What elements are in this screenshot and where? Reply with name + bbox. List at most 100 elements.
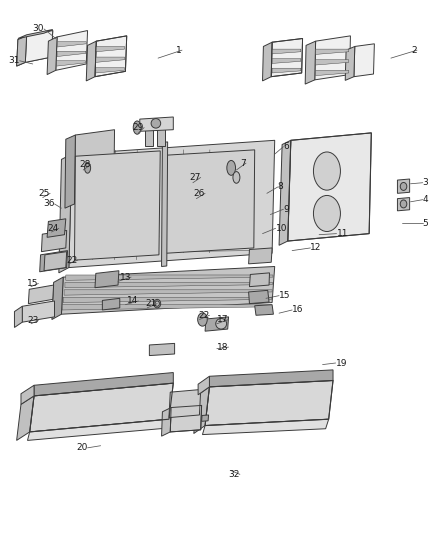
Ellipse shape (151, 118, 161, 128)
Polygon shape (30, 383, 173, 432)
Polygon shape (59, 154, 72, 273)
Polygon shape (166, 150, 254, 253)
Text: 8: 8 (278, 182, 283, 191)
Text: 10: 10 (276, 224, 287, 233)
Polygon shape (25, 30, 53, 62)
Ellipse shape (155, 301, 159, 306)
Polygon shape (95, 36, 127, 77)
Polygon shape (69, 140, 275, 268)
Text: 30: 30 (32, 25, 44, 34)
Text: 3: 3 (423, 178, 428, 187)
Polygon shape (288, 133, 371, 241)
Text: 17: 17 (217, 315, 229, 324)
Polygon shape (21, 385, 34, 405)
Polygon shape (14, 306, 22, 327)
Ellipse shape (314, 196, 340, 231)
Polygon shape (162, 408, 171, 436)
Text: 19: 19 (336, 359, 347, 367)
Polygon shape (140, 117, 173, 131)
Polygon shape (52, 277, 63, 319)
Polygon shape (209, 370, 333, 387)
Polygon shape (96, 57, 124, 62)
Polygon shape (95, 271, 119, 288)
Polygon shape (74, 130, 115, 204)
Polygon shape (56, 30, 88, 70)
Text: 12: 12 (311, 244, 322, 253)
Ellipse shape (216, 318, 226, 329)
Text: 29: 29 (133, 123, 144, 132)
Polygon shape (66, 275, 273, 280)
Text: 31: 31 (8, 56, 20, 65)
Polygon shape (272, 68, 301, 73)
Text: 15: 15 (279, 291, 290, 300)
Polygon shape (22, 301, 54, 322)
Polygon shape (74, 151, 160, 260)
Polygon shape (194, 387, 209, 433)
Polygon shape (18, 29, 53, 38)
Text: 22: 22 (66, 256, 78, 265)
Text: 20: 20 (76, 443, 88, 453)
Polygon shape (249, 290, 269, 304)
Text: 27: 27 (189, 173, 201, 182)
Bar (145, 127, 153, 146)
Ellipse shape (198, 313, 207, 326)
Polygon shape (61, 266, 275, 314)
Polygon shape (64, 290, 272, 295)
Polygon shape (57, 42, 86, 47)
Polygon shape (28, 419, 169, 440)
Polygon shape (86, 41, 96, 81)
Polygon shape (205, 381, 333, 425)
Text: 9: 9 (283, 205, 289, 214)
Text: 22: 22 (198, 311, 209, 320)
Text: 21: 21 (146, 299, 157, 308)
Polygon shape (96, 46, 124, 52)
Text: 5: 5 (423, 219, 428, 228)
Text: 1: 1 (176, 46, 182, 55)
Text: 15: 15 (27, 279, 39, 288)
Ellipse shape (400, 200, 407, 208)
Polygon shape (254, 305, 273, 316)
Polygon shape (17, 30, 53, 66)
Polygon shape (40, 251, 67, 272)
Polygon shape (316, 70, 349, 76)
Ellipse shape (227, 160, 236, 175)
Polygon shape (17, 36, 27, 66)
Text: 7: 7 (240, 159, 246, 167)
Bar (157, 127, 165, 146)
Polygon shape (65, 282, 272, 288)
Polygon shape (102, 298, 120, 310)
Polygon shape (65, 135, 75, 208)
Text: 13: 13 (120, 272, 131, 281)
Polygon shape (397, 198, 410, 211)
Polygon shape (315, 36, 350, 80)
Text: 26: 26 (194, 189, 205, 198)
Polygon shape (316, 49, 349, 54)
Text: 16: 16 (292, 305, 304, 314)
Polygon shape (169, 390, 201, 418)
Polygon shape (271, 38, 303, 77)
Text: 23: 23 (27, 316, 39, 325)
Text: 11: 11 (336, 229, 348, 238)
Polygon shape (47, 37, 57, 75)
Text: 36: 36 (43, 199, 54, 208)
Polygon shape (47, 219, 66, 237)
Polygon shape (262, 42, 272, 81)
Text: 2: 2 (411, 46, 417, 55)
Polygon shape (62, 305, 271, 310)
Polygon shape (345, 46, 355, 80)
Polygon shape (316, 60, 349, 65)
Ellipse shape (154, 300, 161, 308)
Text: 6: 6 (283, 142, 289, 151)
Polygon shape (149, 343, 175, 356)
Polygon shape (279, 140, 291, 245)
Text: 28: 28 (79, 160, 91, 169)
Polygon shape (96, 68, 124, 73)
Text: 32: 32 (229, 470, 240, 479)
Polygon shape (63, 297, 272, 303)
Polygon shape (170, 406, 201, 432)
Text: 4: 4 (423, 195, 428, 204)
Polygon shape (397, 179, 410, 193)
Polygon shape (57, 61, 85, 66)
Polygon shape (17, 396, 34, 440)
Polygon shape (57, 51, 86, 56)
